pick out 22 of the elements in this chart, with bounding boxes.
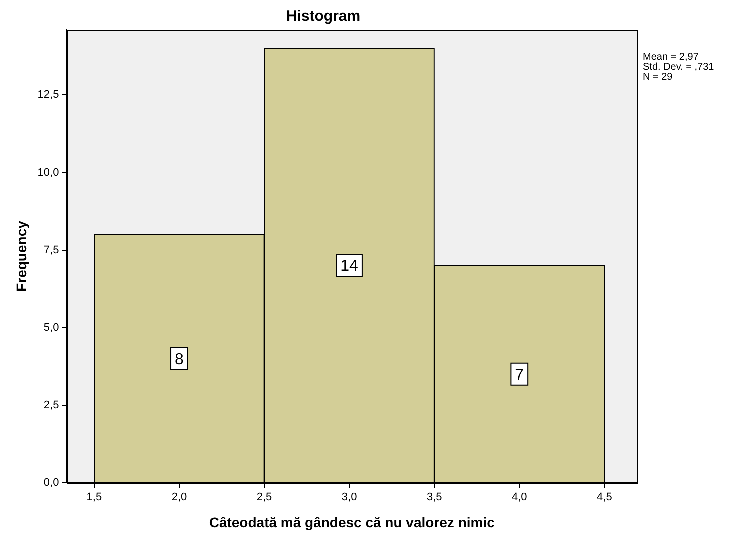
y-tick-label: 2,5 <box>44 399 60 412</box>
x-tick-label: 4,0 <box>512 492 528 504</box>
y-tick-label: 12,5 <box>38 89 60 102</box>
data-label: 7 <box>515 366 524 384</box>
text: Std. Dev. = ,731 <box>643 62 715 73</box>
y-axis-title: Frequency <box>13 220 30 292</box>
text: Mean = 2,97 <box>643 52 700 63</box>
text: N = 29 <box>643 72 674 83</box>
y-tick-label: 10,0 <box>38 166 60 179</box>
x-tick-label: 1,5 <box>86 492 102 504</box>
x-tick-label: 2,5 <box>256 492 272 504</box>
y-tick-label: 7,5 <box>44 244 60 256</box>
x-tick-label: 3,0 <box>342 492 358 504</box>
y-tick-label: 5,0 <box>44 322 60 334</box>
x-axis-title: Câteodată mă gândesc că nu valorez nimic <box>209 514 496 530</box>
x-tick-label: 2,0 <box>172 492 188 504</box>
y-tick-label: 0,0 <box>44 477 60 490</box>
x-tick-label: 4,5 <box>597 492 612 504</box>
data-label: 14 <box>340 258 359 276</box>
x-tick-label: 3,5 <box>426 492 442 504</box>
data-label: 8 <box>175 351 184 368</box>
chart-title: Histogram <box>286 8 361 26</box>
